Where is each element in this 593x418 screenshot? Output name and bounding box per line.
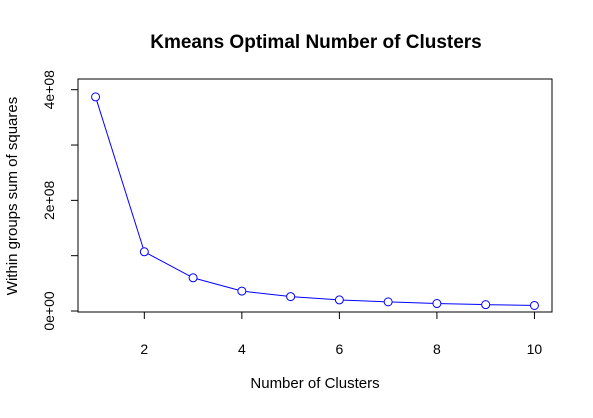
series-line-segment — [147, 253, 190, 277]
series-line-segment — [392, 301, 433, 304]
x-tick-label: 10 — [527, 341, 543, 357]
x-tick-label: 2 — [140, 341, 148, 357]
series-line-segment — [343, 299, 385, 303]
data-point — [139, 247, 149, 257]
data-point — [286, 292, 296, 302]
x-axis: 2 4 6 8 10 — [140, 312, 542, 357]
data-point — [383, 297, 393, 307]
data-point — [188, 273, 198, 283]
x-tick-label: 4 — [238, 341, 246, 357]
series-line-segment — [489, 304, 531, 306]
series-line-segment — [440, 303, 482, 306]
series-line-segment — [294, 296, 336, 301]
plot-frame — [77, 78, 553, 313]
x-tick-label: 8 — [433, 341, 441, 357]
chart-title: Kmeans Optimal Number of Clusters — [150, 32, 482, 53]
x-tick-label: 6 — [335, 341, 343, 357]
y-tick-label: 2e+08 — [41, 180, 57, 220]
y-tick-label: 0e+00 — [41, 291, 57, 331]
data-point — [481, 300, 491, 310]
series-line-segment — [96, 100, 144, 249]
y-axis: 0e+00 2e+08 4e+08 — [41, 70, 78, 331]
data-point — [432, 299, 442, 309]
series-line-segment — [196, 278, 239, 291]
y-axis-label: Within groups sum of squares — [4, 97, 21, 295]
data-point — [237, 286, 247, 296]
series-group — [91, 92, 539, 310]
series-line-segment — [245, 291, 287, 297]
data-point — [529, 300, 539, 310]
data-point — [91, 92, 101, 102]
data-point — [334, 295, 344, 305]
x-axis-label: Number of Clusters — [250, 375, 379, 392]
y-tick-label: 4e+08 — [41, 70, 57, 110]
